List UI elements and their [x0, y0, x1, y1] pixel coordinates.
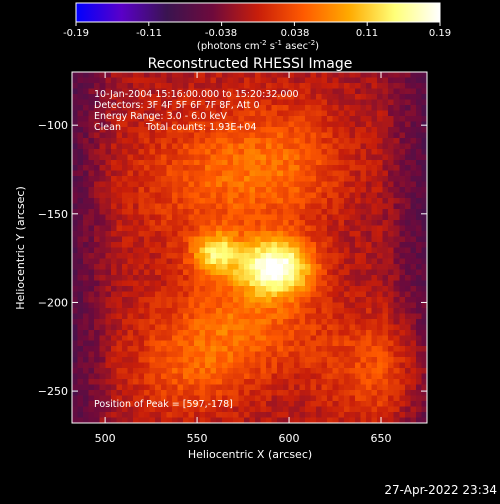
- unit-exp: -1: [275, 39, 282, 47]
- unit-asec: asec: [282, 41, 308, 52]
- colorbar-tick-label: 0.19: [429, 28, 451, 39]
- timestamp: 27-Apr-2022 23:34: [384, 483, 497, 497]
- x-tick-label: 600: [279, 432, 300, 445]
- plot-frame: [71, 71, 428, 424]
- energy-range: Energy Range: 3.0 - 6.0 keV: [94, 111, 227, 122]
- unit-s: s: [267, 41, 275, 52]
- colorbar-tick-label: -0.19: [63, 28, 89, 39]
- colorbar-tick-label: 0.11: [356, 28, 378, 39]
- colorbar-tick-label: -0.11: [136, 28, 162, 39]
- chart-title: Reconstructed RHESSI Image: [148, 56, 353, 72]
- unit-main: (photons cm: [197, 41, 260, 52]
- unit-close: ): [315, 41, 319, 52]
- x-tick-label: 650: [371, 432, 392, 445]
- y-tick-label: −250: [38, 385, 68, 398]
- peak-position: Position of Peak = [597,-178]: [94, 399, 233, 410]
- x-axis-label: Heliocentric X (arcsec): [188, 448, 312, 461]
- heatmap-image: [72, 72, 427, 423]
- unit-exp: -2: [308, 39, 315, 47]
- total-counts: Total counts: 1.93E+04: [145, 122, 256, 133]
- y-tick-label: −150: [38, 208, 68, 221]
- colorbar-tick-label: -0.038: [205, 28, 237, 39]
- x-tick-label: 500: [95, 432, 116, 445]
- time-range: 10-Jan-2004 15:16:00.000 to 15:20:32.000: [94, 89, 299, 100]
- x-axis: 500 550 600 650: [95, 72, 392, 445]
- x-tick-label: 550: [187, 432, 208, 445]
- y-tick-label: −100: [38, 119, 68, 132]
- colorbar-ticks: [75, 22, 441, 26]
- detectors: Detectors: 3F 4F 5F 6F 7F 8F, Att 0: [94, 100, 260, 111]
- colorbar-tick-label: 0.038: [281, 28, 310, 39]
- colorbar: [75, 2, 441, 23]
- clean-method: Clean: [94, 122, 121, 133]
- unit-exp: -2: [260, 39, 267, 47]
- y-axis-label: Heliocentric Y (arcsec): [14, 186, 27, 310]
- y-tick-label: −200: [38, 296, 68, 309]
- colorbar-unit: (photons cm-2 s-1 asec-2): [197, 39, 319, 52]
- image-area: [72, 72, 427, 423]
- y-axis: −100 −150 −200 −250: [38, 119, 427, 398]
